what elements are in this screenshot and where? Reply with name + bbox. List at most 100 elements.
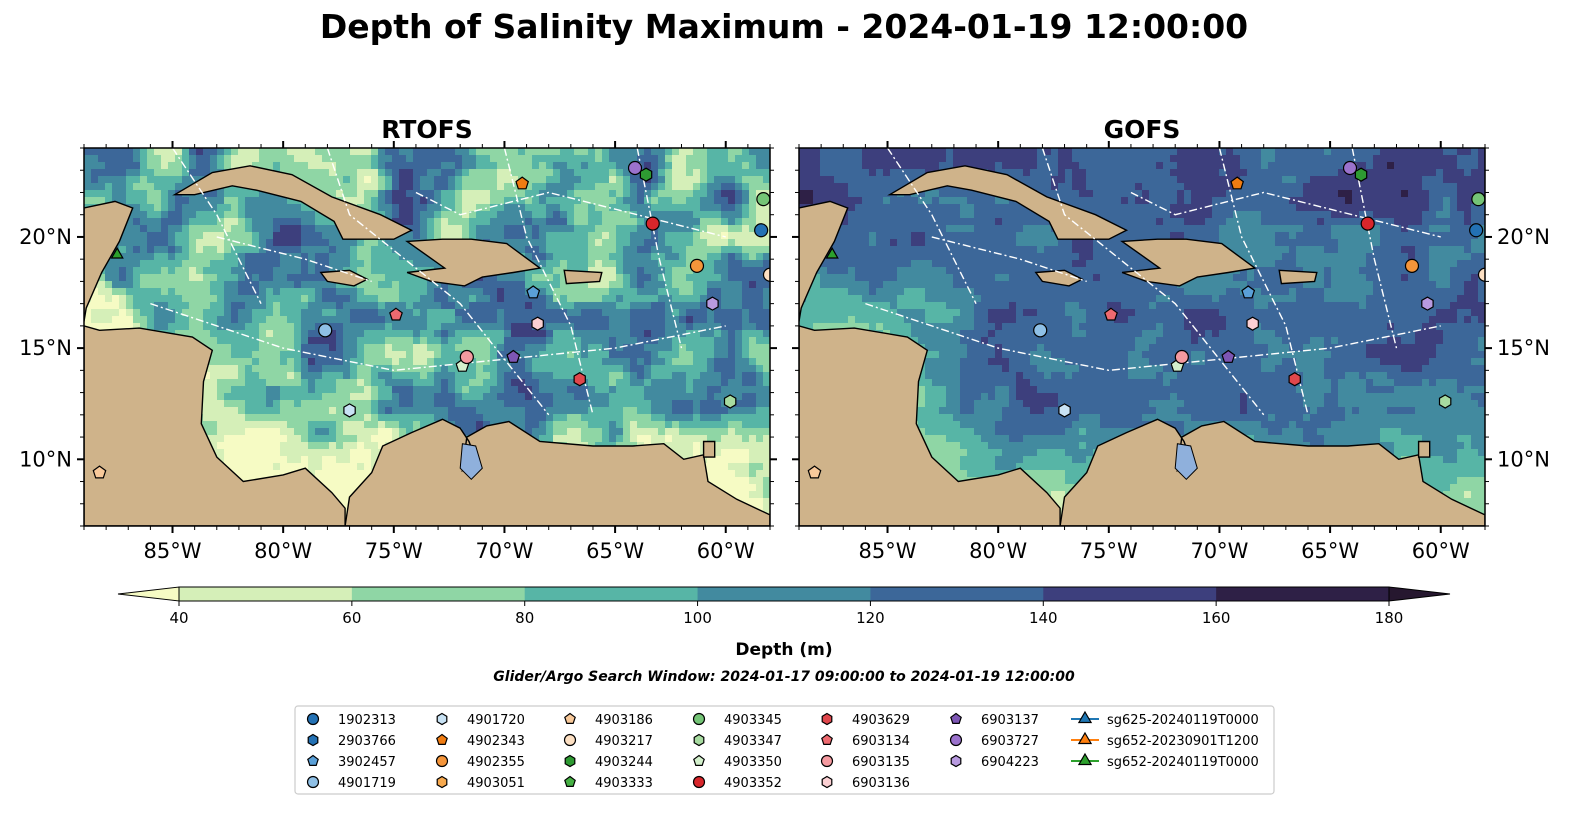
colorbar-tick-label: 60 xyxy=(342,609,361,627)
lon-tick-label: 65°W xyxy=(586,539,644,563)
legend-marker-4903244 xyxy=(564,754,576,768)
colorbar-tick-label: 160 xyxy=(1202,609,1231,627)
colorbar-segment xyxy=(1043,587,1217,601)
lake-maracaibo xyxy=(459,443,483,481)
land-puertorico xyxy=(1278,269,1318,285)
land-cuba xyxy=(172,165,414,240)
marker-6903134 xyxy=(389,307,403,321)
marker-sg652-20240119T0000 xyxy=(825,246,839,259)
marker-4903345 xyxy=(1471,192,1485,207)
legend-marker-2903766 xyxy=(307,733,319,747)
legend-marker-4903217 xyxy=(563,733,577,747)
lat-tick-label: 10°N xyxy=(1497,447,1550,471)
eez-boundary xyxy=(503,148,594,415)
lon-tick-label: 75°W xyxy=(1080,539,1138,563)
colorbar-label: Depth (m) xyxy=(735,640,832,660)
marker-6903135 xyxy=(1174,349,1189,365)
eez-boundary xyxy=(931,236,1087,283)
eez-boundary xyxy=(171,148,262,304)
legend-label-4903352: 4903352 xyxy=(724,776,782,791)
eez-boundary xyxy=(865,302,1441,372)
marker-4903629 xyxy=(1288,372,1301,387)
legend-marker-4903629 xyxy=(821,712,833,726)
legend-label-1902313: 1902313 xyxy=(338,713,396,728)
legend-marker-sg652-20230901T1200 xyxy=(1077,731,1093,745)
marker-4903629 xyxy=(573,372,586,387)
land-smallisl1 xyxy=(702,440,716,458)
colorbar-segment xyxy=(524,587,699,601)
eez-boundary xyxy=(886,148,977,304)
lon-tick-label: 85°W xyxy=(859,539,917,563)
markers-gofs xyxy=(807,160,1485,479)
colorbar-tick-label: 140 xyxy=(1029,609,1058,627)
legend-marker-6904223 xyxy=(950,754,962,768)
colorbar-segment xyxy=(179,587,353,601)
lat-tick-label: 20°N xyxy=(19,225,72,249)
legend-frame xyxy=(294,705,1275,795)
land-hispaniola xyxy=(405,238,542,287)
marker-1902313 xyxy=(754,223,769,238)
legend-marker-sg652-20240119T0000 xyxy=(1077,752,1093,766)
lat-tick-label: 15°N xyxy=(1497,336,1550,360)
legend-marker-4902343 xyxy=(436,733,448,746)
colorbar-tick-label: 180 xyxy=(1375,609,1404,627)
figure-title: Depth of Salinity Maximum - 2024-01-19 1… xyxy=(320,7,1248,46)
eez-boundary xyxy=(1218,148,1309,415)
marker-4903217 xyxy=(1477,267,1485,282)
legend-marker-1902313 xyxy=(306,712,320,726)
land-puertorico xyxy=(563,269,603,285)
colorbar: 40 60 80 100 120 140 160 180 xyxy=(117,586,1451,627)
lat-tick-label: 20°N xyxy=(1497,225,1550,249)
eez-boundary xyxy=(216,236,372,283)
legend-marker-3902457 xyxy=(307,754,319,767)
marker-4903345 xyxy=(756,192,770,207)
lon-tick-label: 85°W xyxy=(144,539,202,563)
land-centralam xyxy=(799,325,1061,526)
legend-marker-6903134 xyxy=(821,733,833,746)
panel-title-gofs: GOFS xyxy=(1104,115,1181,144)
marker-4901719 xyxy=(1033,323,1048,338)
axis-ticks-rtofs: 85°W 80°W 75°W 70°W 65°W 60°W 10°N 15°N 20°N xyxy=(19,141,777,563)
land-southam xyxy=(1059,418,1485,526)
legend-marker-6903136 xyxy=(821,775,833,789)
legend-marker-4901719 xyxy=(306,775,320,789)
marker-6903136 xyxy=(531,316,544,331)
legend-label-6903134: 6903134 xyxy=(852,734,910,749)
legend-marker-4903350 xyxy=(693,754,705,767)
legend: 1902313 2903766 3902457 4901719 4901720 49023… xyxy=(294,705,1275,795)
legend-label-6903135: 6903135 xyxy=(852,755,910,770)
legend-label-4903347: 4903347 xyxy=(724,734,782,749)
colorbar-outline xyxy=(178,586,1390,602)
legend-marker-4903345 xyxy=(692,712,706,726)
land-smallisl1 xyxy=(1417,440,1431,458)
marker-4901720 xyxy=(1058,403,1071,418)
marker-4902343 xyxy=(515,176,530,190)
colorbar-segment xyxy=(870,587,1044,601)
legend-marker-4903051 xyxy=(436,775,448,789)
eez-boundary xyxy=(150,302,726,372)
colorbar-tick-label: 80 xyxy=(515,609,534,627)
land-jamaica xyxy=(319,269,369,287)
legend-label-4903350: 4903350 xyxy=(724,755,782,770)
legend-marker-6903137 xyxy=(950,712,962,725)
colorbar-segment xyxy=(1216,587,1390,601)
marker-4903186 xyxy=(807,465,822,479)
land-cuba xyxy=(887,165,1129,240)
legend-marker-4902355 xyxy=(435,754,449,768)
legend-label-4903244: 4903244 xyxy=(595,755,653,770)
marker-4903347 xyxy=(1438,394,1452,409)
land-hispaniola xyxy=(1120,238,1257,287)
lake-maracaibo xyxy=(1174,443,1198,481)
marker-6903137 xyxy=(1221,349,1236,363)
legend-label-6903727: 6903727 xyxy=(981,734,1039,749)
legend-label-6904223: 6904223 xyxy=(981,755,1039,770)
colorbar-segment xyxy=(697,587,871,601)
marker-6903137 xyxy=(506,349,521,363)
legend-label-4903051: 4903051 xyxy=(467,776,525,791)
legend-label-4901719: 4901719 xyxy=(338,776,396,791)
marker-6903727 xyxy=(627,160,643,176)
legend-marker-6903727 xyxy=(949,733,963,747)
lon-tick-label: 70°W xyxy=(1190,539,1248,563)
legend-label-3902457: 3902457 xyxy=(338,755,396,770)
